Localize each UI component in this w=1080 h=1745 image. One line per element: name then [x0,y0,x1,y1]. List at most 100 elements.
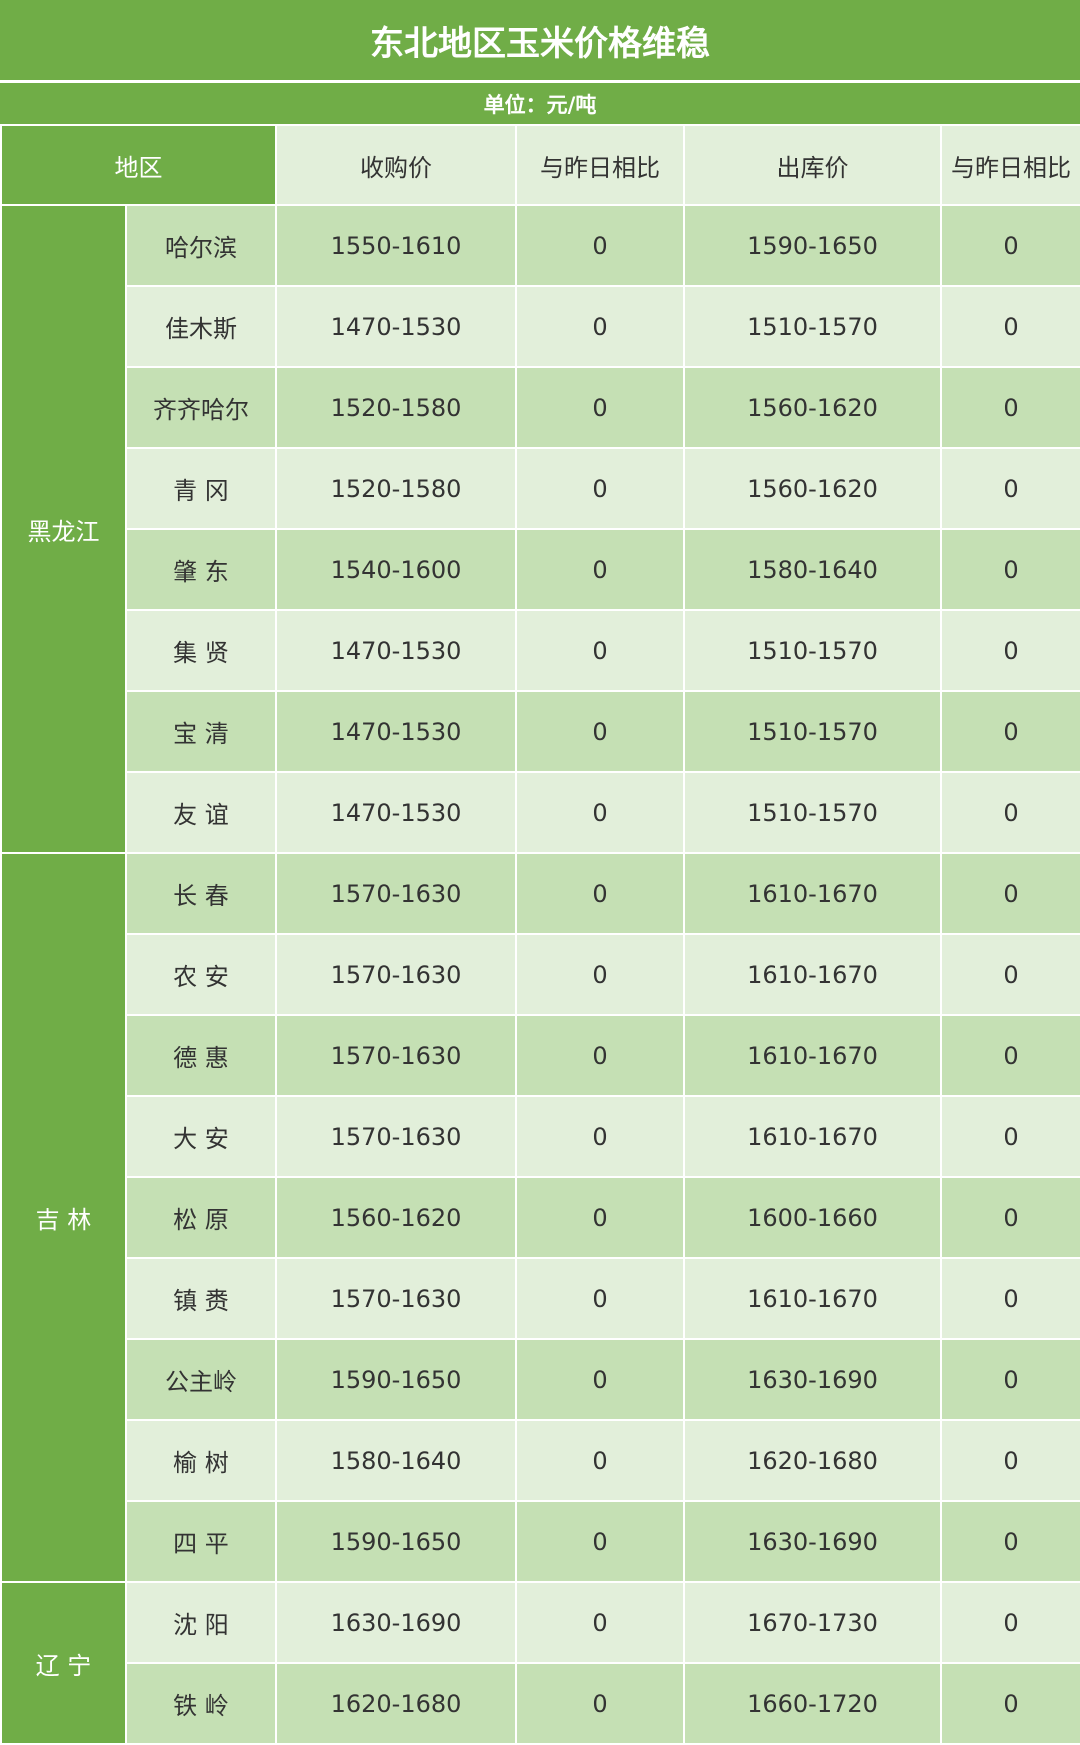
buy-price-cell: 1570-1630 [275,1257,517,1340]
out-price-cell: 1670-1730 [683,1581,942,1664]
city-cell: 哈尔滨 [125,204,277,287]
header-out-price: 出库价 [683,124,942,206]
city-cell: 集 贤 [125,609,277,692]
table-row: 吉 林长 春 1570-1630 0 1610-1670 0 [0,852,1080,1583]
unit-label: 单位：元/吨 [0,83,1080,124]
out-change-cell: 0 [940,690,1080,773]
table-row: 镇 赉 1570-1630 0 1610-1670 0 [1,1257,1080,1340]
buy-change-cell: 0 [515,933,685,1016]
province-cell: 吉 林 [0,852,127,1583]
table-row: 铁 岭 1620-1680 0 1660-1720 0 [1,1662,1080,1745]
header-out-change: 与昨日相比 [940,124,1080,206]
city-cell: 沈 阳 [125,1581,277,1664]
buy-change-cell: 0 [515,1338,685,1421]
table-row: 友 谊 1470-1530 0 1510-1570 0 [1,771,1080,854]
buy-change-cell: 0 [515,852,685,935]
out-price-cell: 1590-1650 [683,204,942,287]
buy-price-cell: 1620-1680 [275,1662,517,1745]
buy-price-cell: 1570-1630 [275,1095,517,1178]
table-row: 德 惠 1570-1630 0 1610-1670 0 [1,1014,1080,1097]
buy-change-cell: 0 [515,1581,685,1664]
buy-change-cell: 0 [515,690,685,773]
out-change-cell: 0 [940,204,1080,287]
buy-price-cell: 1540-1600 [275,528,517,611]
table-row: 肇 东 1540-1600 0 1580-1640 0 [1,528,1080,611]
buy-price-cell: 1550-1610 [275,204,517,287]
out-change-cell: 0 [940,1419,1080,1502]
out-price-cell: 1610-1670 [683,1095,942,1178]
buy-price-cell: 1630-1690 [275,1581,517,1664]
buy-change-cell: 0 [515,1500,685,1583]
header-buy-change: 与昨日相比 [515,124,685,206]
buy-change-cell: 0 [515,366,685,449]
out-price-cell: 1560-1620 [683,447,942,530]
table-title: 东北地区玉米价格维稳 [0,0,1080,82]
buy-change-cell: 0 [515,771,685,854]
city-cell: 齐齐哈尔 [125,366,277,449]
buy-price-cell: 1560-1620 [275,1176,517,1259]
header-row: 地区 收购价 与昨日相比 出库价 与昨日相比 [0,124,1080,206]
city-cell: 铁 岭 [125,1662,277,1745]
buy-price-cell: 1590-1650 [275,1338,517,1421]
out-price-cell: 1630-1690 [683,1338,942,1421]
table-row: 松 原 1560-1620 0 1600-1660 0 [1,1176,1080,1259]
out-price-cell: 1510-1570 [683,771,942,854]
table-row: 宝 清 1470-1530 0 1510-1570 0 [1,690,1080,773]
buy-change-cell: 0 [515,1176,685,1259]
buy-change-cell: 0 [515,285,685,368]
city-cell: 大 安 [125,1095,277,1178]
out-price-cell: 1660-1720 [683,1662,942,1745]
city-cell: 公主岭 [125,1338,277,1421]
out-price-cell: 1580-1640 [683,528,942,611]
city-cell: 四 平 [125,1500,277,1583]
out-price-cell: 1510-1570 [683,609,942,692]
buy-change-cell: 0 [515,609,685,692]
out-price-cell: 1510-1570 [683,690,942,773]
out-change-cell: 0 [940,1338,1080,1421]
table-row: 黑龙江 哈尔滨 1550-1610 0 1590-1650 0 [0,204,1080,854]
city-cell: 德 惠 [125,1014,277,1097]
buy-price-cell: 1520-1580 [275,366,517,449]
out-price-cell: 1600-1660 [683,1176,942,1259]
table-row: 四 平 1590-1650 0 1630-1690 0 [1,1500,1080,1583]
buy-price-cell: 1470-1530 [275,771,517,854]
buy-price-cell: 1570-1630 [275,1014,517,1097]
out-change-cell: 0 [940,447,1080,530]
city-cell: 农 安 [125,933,277,1016]
out-change-cell: 0 [940,366,1080,449]
city-cell: 友 谊 [125,771,277,854]
out-change-cell: 0 [940,1257,1080,1340]
buy-price-cell: 1470-1530 [275,285,517,368]
city-cell: 肇 东 [125,528,277,611]
out-change-cell: 0 [940,1500,1080,1583]
buy-price-cell: 1470-1530 [275,690,517,773]
out-change-cell: 0 [940,1014,1080,1097]
city-cell: 佳木斯 [125,285,277,368]
province-cell: 黑龙江 [0,204,127,854]
buy-price-cell: 1580-1640 [275,1419,517,1502]
table-row: 集 贤 1470-1530 0 1510-1570 0 [1,609,1080,692]
out-price-cell: 1560-1620 [683,366,942,449]
header-buy-price: 收购价 [275,124,517,206]
buy-price-cell: 1470-1530 [275,609,517,692]
table-row: 大 安 1570-1630 0 1610-1670 0 [1,1095,1080,1178]
out-change-cell: 0 [940,1095,1080,1178]
buy-price-cell: 1590-1650 [275,1500,517,1583]
out-price-cell: 1610-1670 [683,852,942,935]
out-price-cell: 1610-1670 [683,1257,942,1340]
out-price-cell: 1620-1680 [683,1419,942,1502]
out-change-cell: 0 [940,852,1080,935]
buy-change-cell: 0 [515,447,685,530]
out-change-cell: 0 [940,528,1080,611]
table-row: 榆 树 1580-1640 0 1620-1680 0 [1,1419,1080,1502]
table-row: 齐齐哈尔 1520-1580 0 1560-1620 0 [1,366,1080,449]
city-cell: 宝 清 [125,690,277,773]
buy-change-cell: 0 [515,528,685,611]
out-change-cell: 0 [940,933,1080,1016]
out-price-cell: 1610-1670 [683,933,942,1016]
out-price-cell: 1510-1570 [683,285,942,368]
header-region: 地区 [0,124,277,206]
city-cell: 青 冈 [125,447,277,530]
price-table: 地区 收购价 与昨日相比 出库价 与昨日相比 黑龙江 哈尔滨 1550-1610 0 1… [0,124,1080,1745]
out-change-cell: 0 [940,1176,1080,1259]
